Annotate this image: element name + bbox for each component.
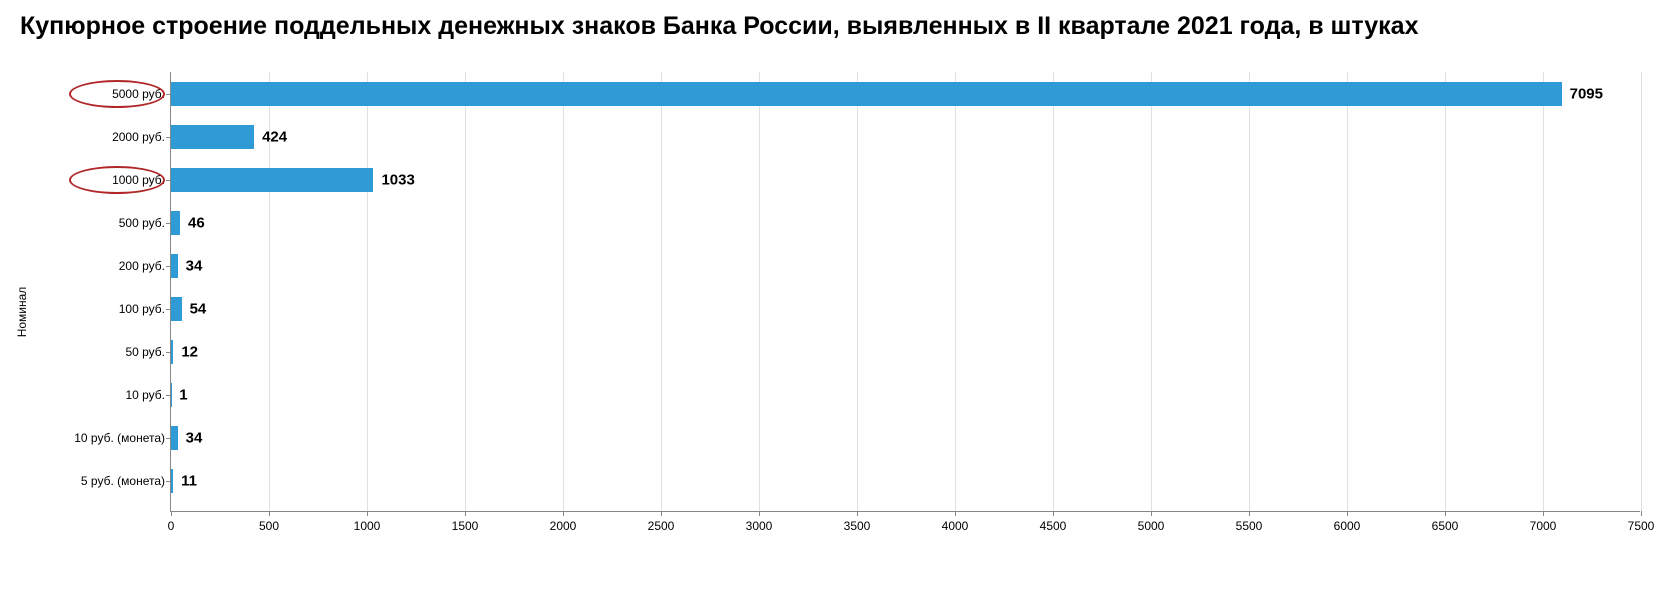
x-tick-mark	[1151, 511, 1152, 516]
y-axis-label: Номинал	[15, 286, 29, 337]
x-tick-mark	[1445, 511, 1446, 516]
x-tick-mark	[759, 511, 760, 516]
bar-row: 5000 руб.7095	[171, 82, 1640, 106]
value-label: 11	[181, 472, 197, 489]
x-tick-label: 7000	[1530, 519, 1557, 533]
bar	[171, 297, 182, 321]
x-tick-label: 1000	[354, 519, 381, 533]
bar-row: 5 руб. (монета)11	[171, 469, 1640, 493]
category-label: 200 руб.	[119, 259, 171, 273]
x-gridline	[1641, 72, 1642, 511]
x-tick-mark	[1641, 511, 1642, 516]
value-label: 34	[186, 429, 203, 446]
chart-container: Номинал 05001000150020002500300035004000…	[30, 72, 1650, 552]
value-label: 1	[179, 386, 187, 403]
x-tick-mark	[269, 511, 270, 516]
bar	[171, 254, 178, 278]
category-label: 50 руб.	[125, 345, 171, 359]
category-label: 5 руб. (монета)	[81, 474, 171, 488]
x-tick-label: 2000	[550, 519, 577, 533]
bar-row: 1000 руб.1033	[171, 168, 1640, 192]
bar-row: 10 руб.1	[171, 383, 1640, 407]
value-label: 54	[190, 300, 207, 317]
value-label: 12	[181, 343, 198, 360]
x-tick-label: 5000	[1138, 519, 1165, 533]
x-tick-label: 5500	[1236, 519, 1263, 533]
x-tick-mark	[465, 511, 466, 516]
bar	[171, 168, 373, 192]
x-tick-label: 1500	[452, 519, 479, 533]
value-label: 34	[186, 257, 203, 274]
x-tick-label: 3000	[746, 519, 773, 533]
bar	[171, 125, 254, 149]
x-tick-mark	[563, 511, 564, 516]
x-tick-label: 4000	[942, 519, 969, 533]
x-tick-label: 6500	[1432, 519, 1459, 533]
bar-row: 10 руб. (монета)34	[171, 426, 1640, 450]
x-tick-mark	[1347, 511, 1348, 516]
bar-row: 100 руб.54	[171, 297, 1640, 321]
value-label: 1033	[381, 171, 414, 188]
category-label: 100 руб.	[119, 302, 171, 316]
x-tick-mark	[1053, 511, 1054, 516]
category-label: 10 руб. (монета)	[74, 431, 171, 445]
value-label: 7095	[1570, 85, 1603, 102]
bar-row: 500 руб.46	[171, 211, 1640, 235]
bar-row: 2000 руб.424	[171, 125, 1640, 149]
value-label: 424	[262, 128, 287, 145]
x-tick-mark	[171, 511, 172, 516]
x-tick-mark	[661, 511, 662, 516]
x-tick-label: 500	[259, 519, 279, 533]
category-label: 1000 руб.	[112, 173, 171, 187]
x-tick-mark	[1543, 511, 1544, 516]
bar-row: 200 руб.34	[171, 254, 1640, 278]
value-label: 46	[188, 214, 205, 231]
x-tick-label: 4500	[1040, 519, 1067, 533]
bar	[171, 469, 173, 493]
category-label: 10 руб.	[125, 388, 171, 402]
category-label: 2000 руб.	[112, 130, 171, 144]
category-label: 500 руб.	[119, 216, 171, 230]
plot-area: 0500100015002000250030003500400045005000…	[170, 72, 1640, 512]
x-tick-label: 7500	[1628, 519, 1655, 533]
bar	[171, 211, 180, 235]
x-tick-mark	[367, 511, 368, 516]
x-tick-label: 3500	[844, 519, 871, 533]
bar	[171, 426, 178, 450]
x-tick-label: 0	[168, 519, 175, 533]
x-tick-mark	[857, 511, 858, 516]
chart-title: Купюрное строение поддельных денежных зн…	[20, 10, 1658, 44]
x-tick-label: 6000	[1334, 519, 1361, 533]
bar	[171, 340, 173, 364]
x-tick-mark	[1249, 511, 1250, 516]
x-tick-mark	[955, 511, 956, 516]
category-label: 5000 руб.	[112, 87, 171, 101]
x-tick-label: 2500	[648, 519, 675, 533]
bar	[171, 82, 1562, 106]
bar-row: 50 руб.12	[171, 340, 1640, 364]
